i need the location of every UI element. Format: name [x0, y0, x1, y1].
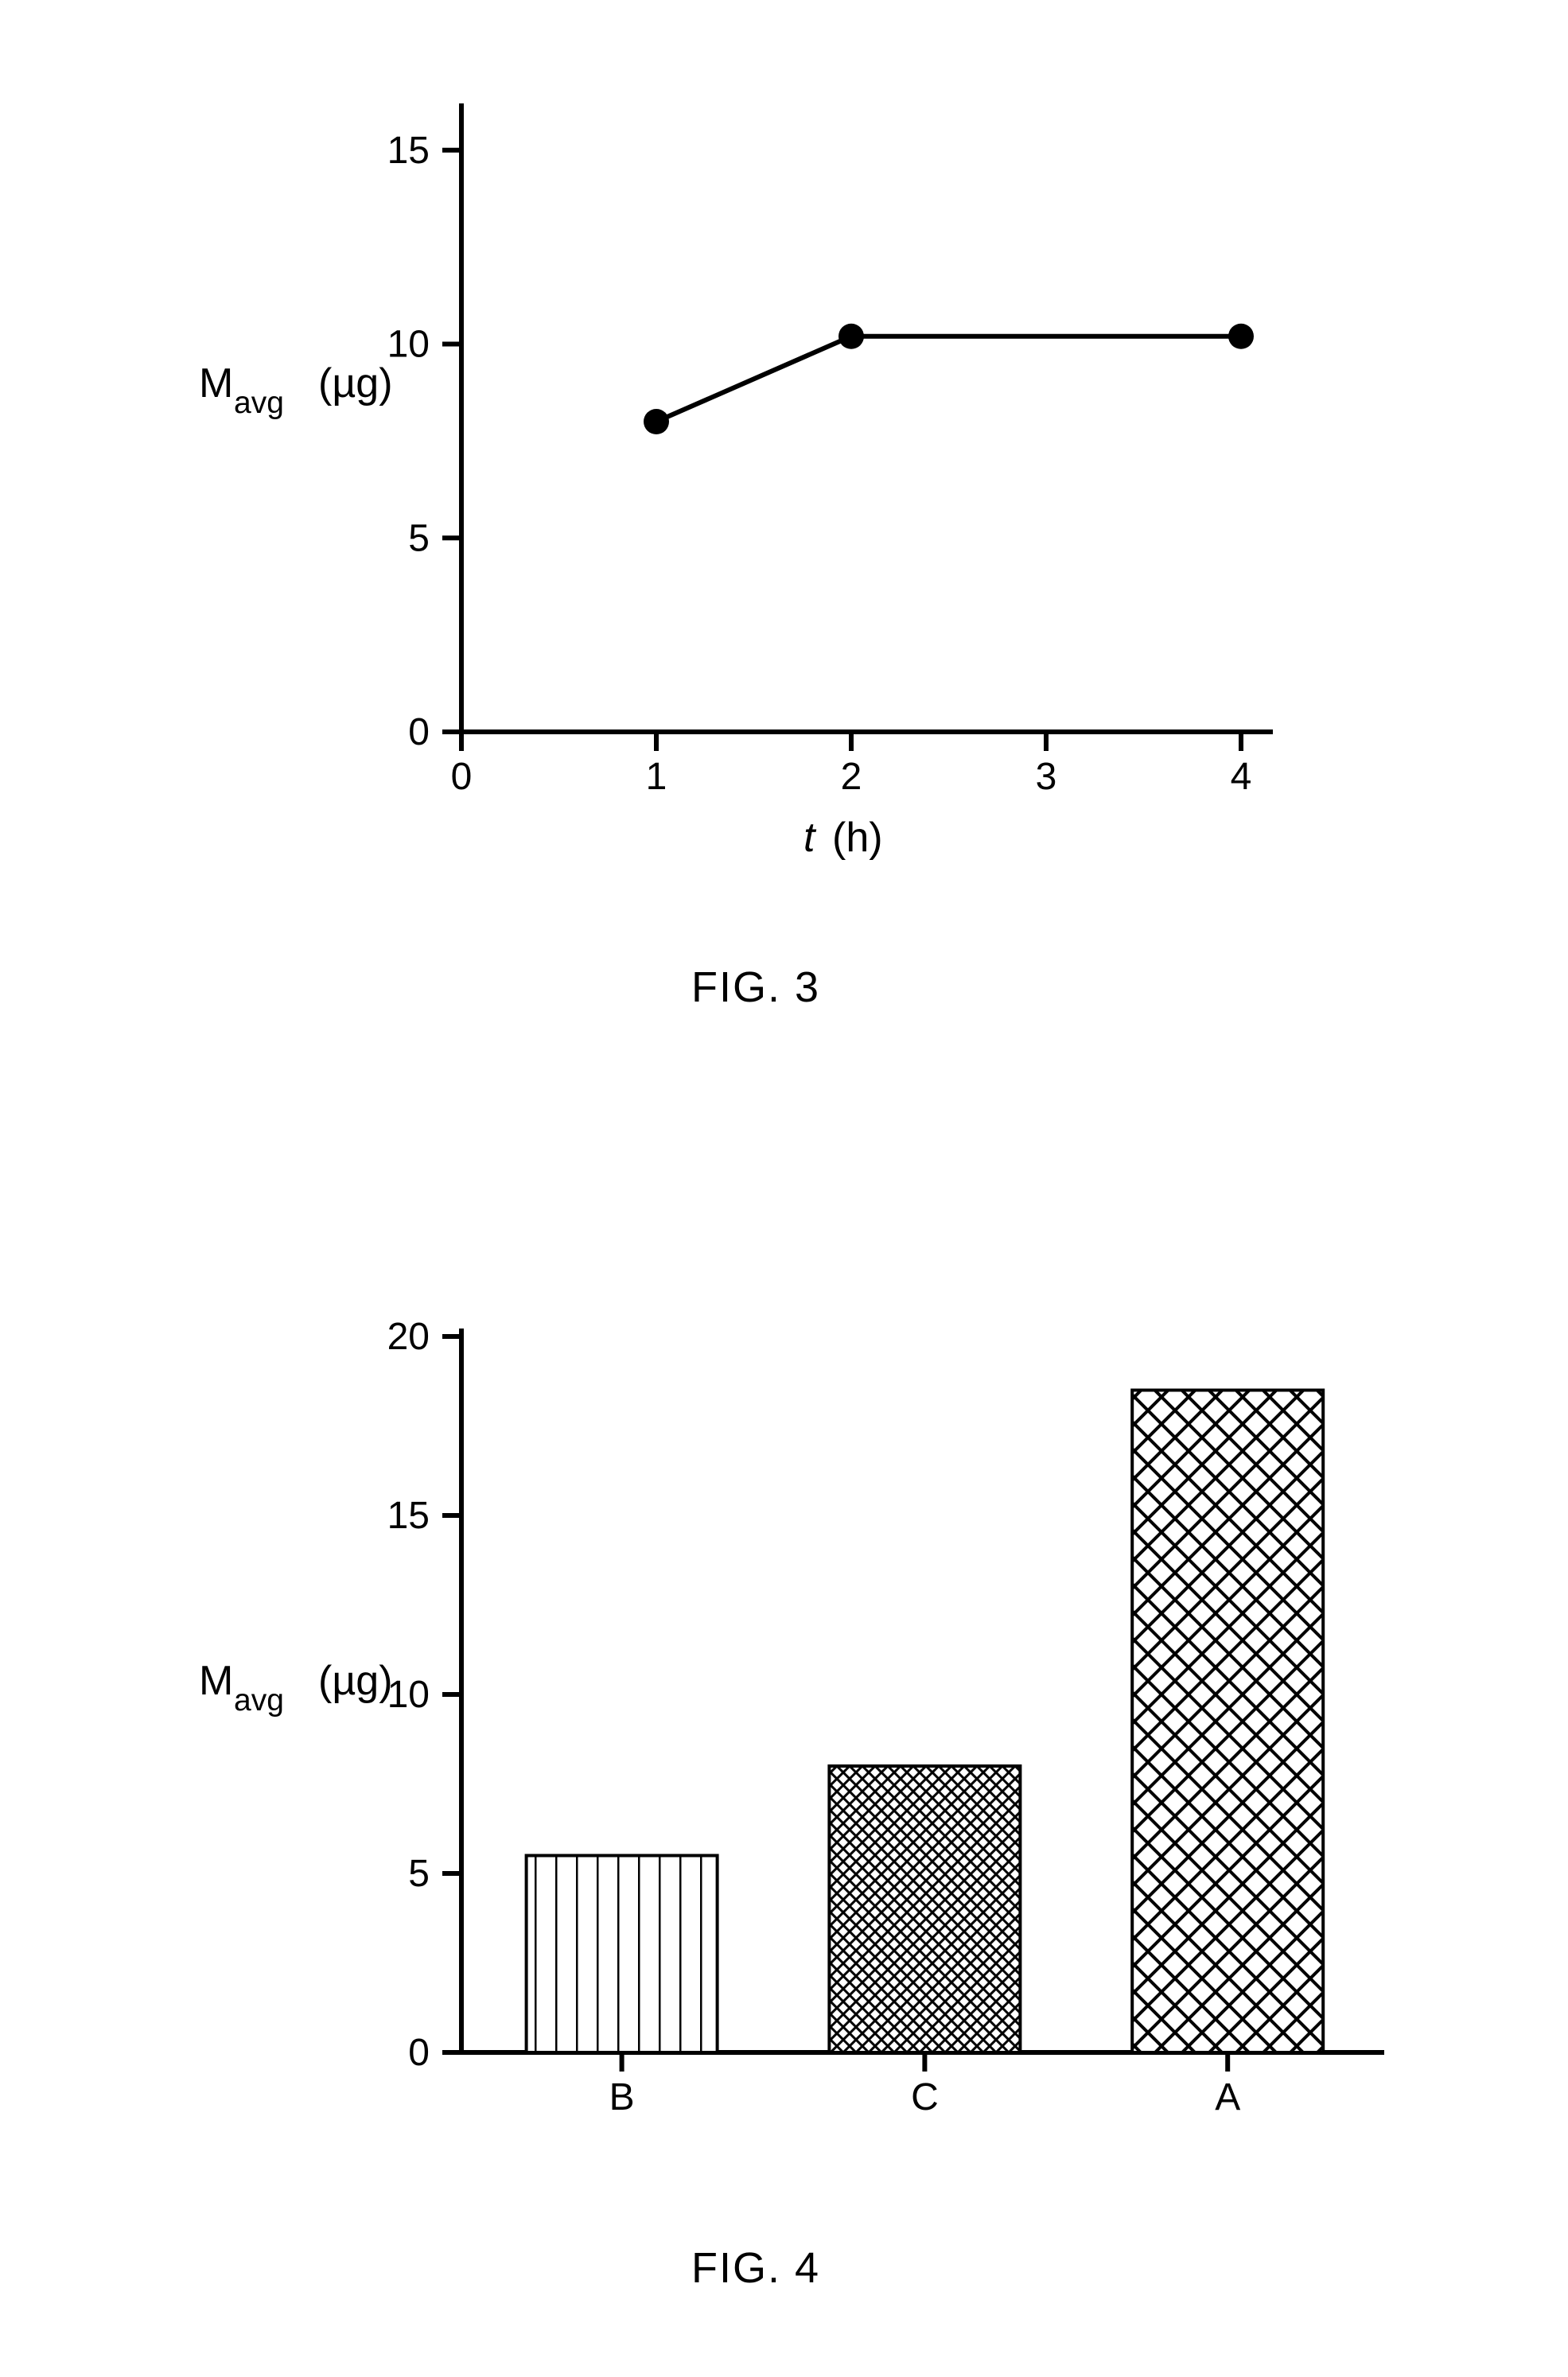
bar-label-A: A: [1215, 2076, 1240, 2118]
y-axis-label-unit: (µg): [318, 360, 393, 407]
tick-labels: 0 5 10 15 0 1 2 3 4: [387, 130, 1252, 798]
y-axis-label-main: M: [199, 360, 233, 407]
x-tick-label: 2: [841, 756, 862, 798]
x-axis-label-main: t: [803, 815, 817, 861]
figure-4-svg: 0 5 10 15 20 B C A Mavg (µg): [80, 1289, 1432, 2243]
x-tick-label: 0: [451, 756, 473, 798]
y-tick-label: 0: [408, 711, 430, 753]
bar-C: [829, 1766, 1020, 2052]
y-axis-label-unit: (µg): [318, 1658, 393, 1704]
x-tick-label: 1: [646, 756, 667, 798]
figure-3-svg: 0 5 10 15 0 1 2 3 4 Mavg (µg) t (h): [80, 48, 1432, 963]
y-tick-label: 5: [408, 517, 430, 559]
y-tick-label: 15: [387, 130, 430, 172]
x-axis-label-unit: (h): [832, 815, 883, 861]
y-axis-label-sub: avg: [234, 1683, 284, 1718]
axis-labels: Mavg (µg): [199, 1658, 393, 1718]
bar-label-C: C: [911, 2076, 939, 2118]
y-axis-label-sub: avg: [234, 386, 284, 420]
data-line: [656, 337, 1241, 422]
bar-B: [527, 1856, 718, 2053]
y-tick-label: 10: [387, 1674, 430, 1716]
y-tick-label: 20: [387, 1316, 430, 1358]
tick-labels: 0 5 10 15 20 B C A: [387, 1316, 1241, 2118]
bar-A: [1132, 1391, 1323, 2053]
y-tick-label: 0: [408, 2032, 430, 2074]
figure-4-caption: FIG. 4: [80, 2243, 1432, 2293]
y-axis-label-main: M: [199, 1658, 233, 1704]
x-tick-label: 4: [1231, 756, 1252, 798]
x-tick-label: 3: [1036, 756, 1057, 798]
bars: [527, 1391, 1324, 2053]
data-point: [838, 324, 864, 349]
data-markers: [644, 324, 1254, 434]
figure-3: 0 5 10 15 0 1 2 3 4 Mavg (µg) t (h) FIG. 3: [80, 48, 1432, 1012]
figure-4: 0 5 10 15 20 B C A Mavg (µg) FIG. 4: [80, 1289, 1432, 2293]
axis-labels: Mavg (µg) t (h): [199, 360, 883, 861]
figure-3-caption-text: FIG. 3: [691, 963, 820, 1011]
y-tick-label: 5: [408, 1853, 430, 1895]
figure-3-caption: FIG. 3: [80, 963, 1432, 1012]
figure-4-caption-text: FIG. 4: [691, 2244, 820, 2292]
y-tick-label: 15: [387, 1495, 430, 1537]
axes: [461, 103, 1273, 732]
data-point: [644, 409, 669, 434]
y-tick-label: 10: [387, 324, 430, 366]
bar-label-B: B: [609, 2076, 635, 2118]
data-point: [1228, 324, 1254, 349]
